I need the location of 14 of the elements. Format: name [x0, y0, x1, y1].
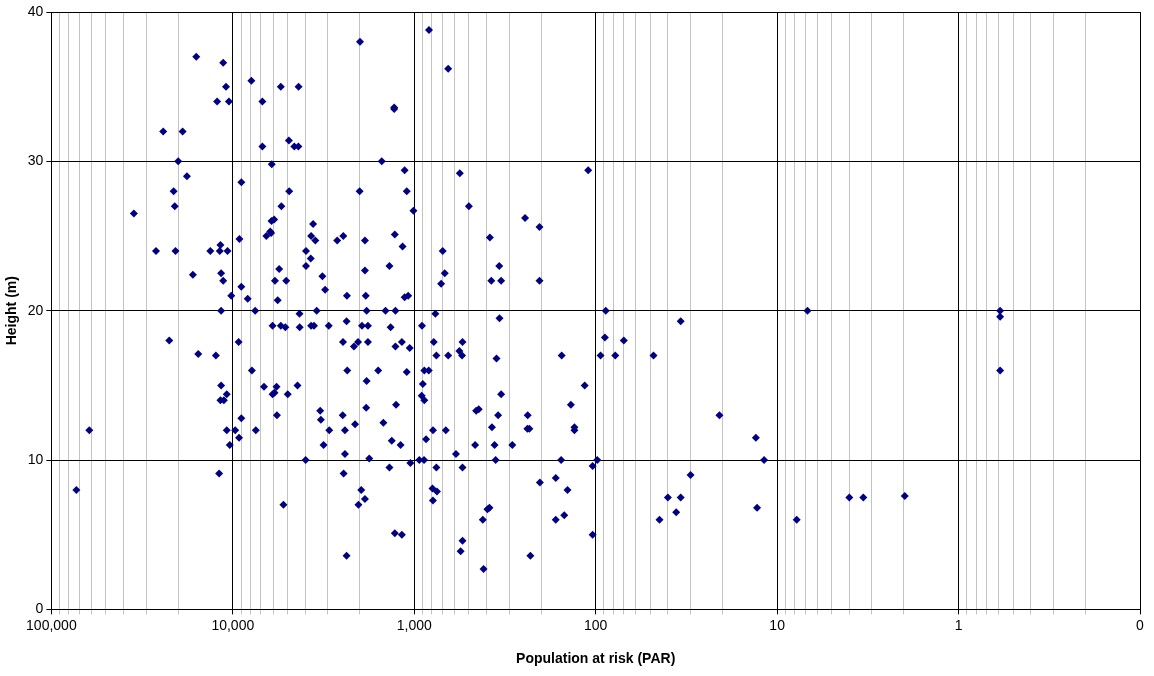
x-tick-label: 1,000	[396, 616, 432, 633]
y-tick-label: 0	[35, 600, 44, 617]
x-tick-label: 0	[1136, 616, 1145, 633]
x-axis-title: Population at risk (PAR)	[516, 650, 676, 667]
x-tick-label: 100,000	[26, 616, 77, 633]
x-tick-label: 1	[954, 616, 963, 633]
y-axis-title: Height (m)	[3, 276, 20, 346]
y-tick-label: 20	[27, 301, 44, 318]
y-tick-label: 30	[27, 152, 44, 169]
y-tick-label: 40	[27, 2, 44, 19]
x-tick-label: 10,000	[211, 616, 255, 633]
x-tick-label: 10	[769, 616, 786, 633]
y-tick-label: 10	[27, 450, 44, 467]
x-tick-label: 100	[584, 616, 608, 633]
